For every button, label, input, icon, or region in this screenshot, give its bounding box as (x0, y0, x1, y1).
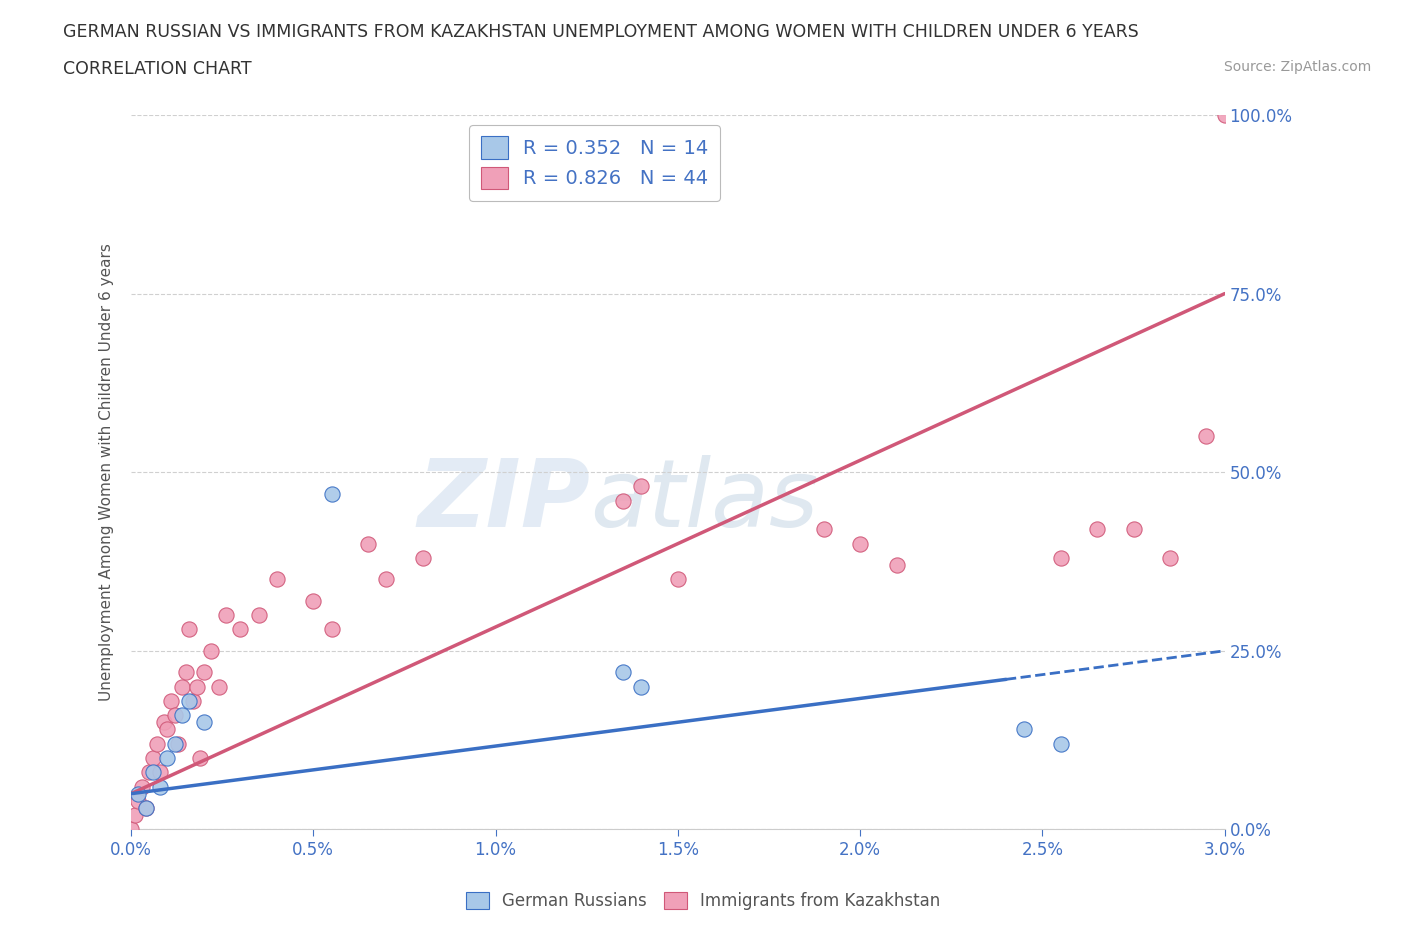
Point (207, 679, 229, 694)
Point (1213, 108, 1236, 123)
Point (163, 737, 186, 751)
Point (156, 722, 179, 737)
Point (188, 751, 211, 765)
Point (127, 786, 149, 801)
Point (186, 679, 208, 694)
Point (321, 622, 343, 637)
Point (142, 751, 165, 765)
Point (124, 807, 146, 822)
Point (179, 694, 201, 709)
Point (666, 572, 689, 587)
Point (215, 607, 238, 622)
Point (170, 708, 193, 723)
Point (200, 644, 222, 658)
Point (849, 537, 872, 551)
Point (612, 665, 634, 680)
Point (630, 479, 652, 494)
Point (142, 764, 165, 779)
Text: CORRELATION CHART: CORRELATION CHART (63, 60, 252, 78)
Point (145, 737, 167, 751)
Point (1049, 551, 1071, 565)
Point (1012, 722, 1035, 737)
Point (127, 793, 149, 808)
Point (153, 715, 176, 730)
Point (266, 572, 288, 587)
Legend: German Russians, Immigrants from Kazakhstan: German Russians, Immigrants from Kazakhs… (458, 885, 948, 917)
Point (375, 572, 398, 587)
Point (167, 737, 190, 751)
Y-axis label: Unemployment Among Women with Children Under 6 years: Unemployment Among Women with Children U… (100, 244, 114, 701)
Point (181, 694, 204, 709)
Point (1122, 522, 1144, 537)
Point (886, 558, 908, 573)
Point (138, 764, 160, 779)
Point (813, 522, 835, 537)
Point (193, 715, 215, 730)
Point (630, 679, 652, 694)
Point (149, 779, 172, 794)
Point (131, 779, 153, 794)
Point (156, 751, 179, 765)
Point (302, 593, 325, 608)
Text: atlas: atlas (591, 456, 818, 546)
Text: Source: ZipAtlas.com: Source: ZipAtlas.com (1223, 60, 1371, 74)
Point (357, 537, 380, 551)
Text: ZIP: ZIP (418, 455, 591, 547)
Point (135, 801, 157, 816)
Point (120, 822, 142, 837)
Point (1049, 737, 1071, 751)
Point (174, 665, 197, 680)
Point (1159, 551, 1181, 565)
Point (163, 708, 186, 723)
Point (135, 801, 157, 816)
Point (193, 665, 215, 680)
Point (1195, 429, 1218, 444)
Point (1085, 522, 1108, 537)
Point (247, 607, 270, 622)
Point (412, 551, 434, 565)
Point (160, 694, 183, 709)
Point (612, 493, 634, 508)
Text: GERMAN RUSSIAN VS IMMIGRANTS FROM KAZAKHSTAN UNEMPLOYMENT AMONG WOMEN WITH CHILD: GERMAN RUSSIAN VS IMMIGRANTS FROM KAZAKH… (63, 23, 1139, 41)
Point (179, 622, 201, 637)
Legend: R = 0.352   N = 14, R = 0.826   N = 44: R = 0.352 N = 14, R = 0.826 N = 44 (468, 125, 720, 201)
Point (170, 679, 193, 694)
Point (321, 486, 343, 501)
Point (229, 622, 252, 637)
Point (149, 764, 172, 779)
